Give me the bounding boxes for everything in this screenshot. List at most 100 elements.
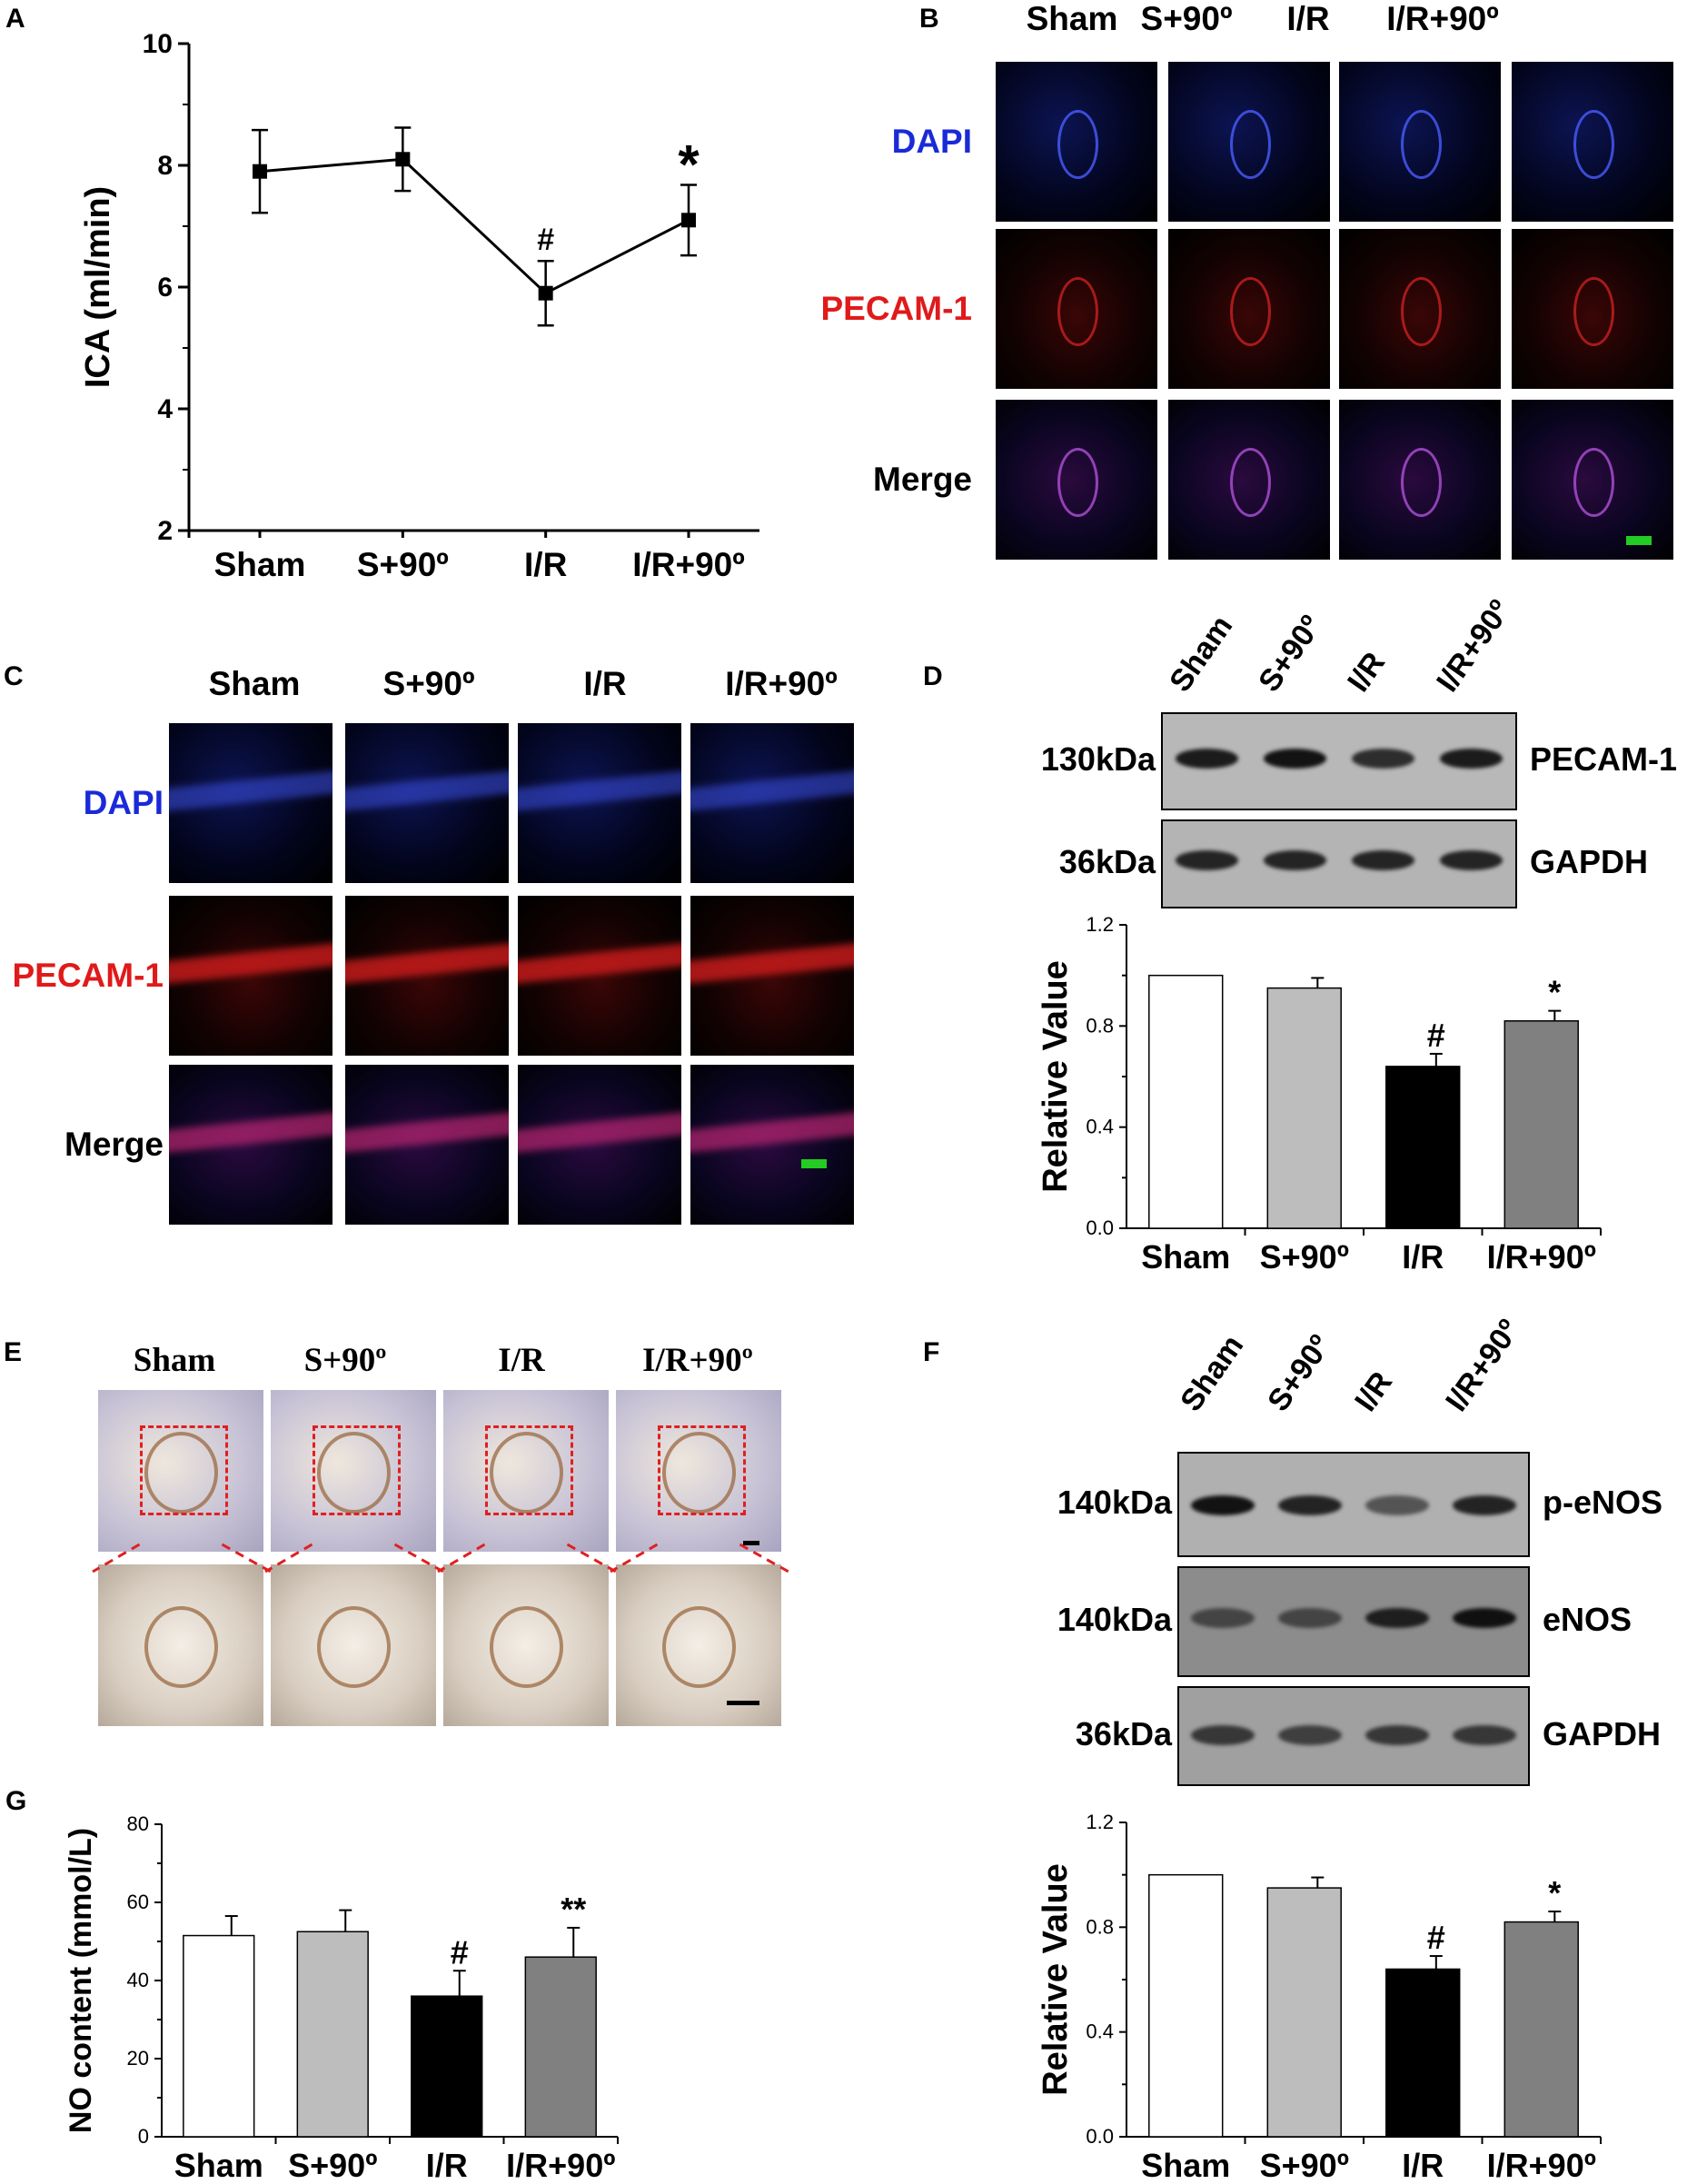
protein-label: eNOS [1543, 1601, 1632, 1638]
zoom-region-box [312, 1425, 401, 1515]
lane-label: I/R [1348, 1365, 1400, 1418]
panel-letter-b: B [919, 4, 939, 34]
data-point [538, 285, 553, 301]
micrograph-image [1339, 62, 1501, 222]
y-axis-label: Relative Value [1037, 960, 1075, 1193]
row-label: Merge [873, 461, 972, 498]
x-tick-label: S+90º [357, 546, 449, 583]
ihc-micrograph [616, 1390, 781, 1552]
x-tick-label: S+90º [1260, 2147, 1349, 2184]
y-tick-label: 8 [157, 151, 173, 181]
zoom-connector [739, 1543, 789, 1573]
micrograph-image [996, 229, 1157, 389]
cell-layer-band [690, 769, 854, 812]
lane-label: Sham [1163, 609, 1240, 699]
protein-band [1263, 748, 1327, 769]
molecular-weight-label: 130kDa [1040, 740, 1156, 778]
y-tick-label: 6 [157, 273, 173, 303]
y-tick-label: 4 [157, 394, 173, 424]
row-label: PECAM-1 [820, 290, 972, 327]
significance-mark: # [451, 1933, 469, 1971]
column-label: I/R+90º [642, 1342, 753, 1379]
data-point [395, 152, 411, 167]
bar [1503, 1921, 1579, 2138]
vessel-outline [489, 1606, 563, 1689]
micrograph-image [518, 723, 681, 883]
cell-layer-band [518, 941, 681, 985]
x-tick-label: I/R+90º [1487, 2147, 1596, 2184]
micrograph-image [1339, 229, 1501, 389]
zoom-connector [264, 1543, 313, 1573]
significance-mark: ** [561, 1891, 586, 1928]
y-axis-label: ICA (ml/min) [79, 186, 117, 388]
ihc-micrograph [443, 1564, 609, 1726]
protein-band [1278, 1608, 1342, 1629]
cell-layer-band [345, 1110, 509, 1154]
vessel-outline [1573, 109, 1614, 180]
cell-layer-band [690, 1110, 854, 1154]
significance-mark: * [678, 134, 700, 194]
vessel-outline [1057, 109, 1098, 180]
no-content-bar-chart: 0 20 40 60 80 Sham S+90º # I/R ** I/R+90º NO conten… [64, 1812, 619, 2184]
micrograph-image [1168, 62, 1330, 222]
micrograph-image [518, 896, 681, 1056]
bar [296, 1931, 369, 2138]
x-tick-label: I/R [1402, 1238, 1444, 1276]
molecular-weight-label: 36kDa [1075, 1715, 1172, 1752]
bar [1385, 1066, 1461, 1229]
cell-layer-band [690, 941, 854, 985]
protein-band [1263, 850, 1327, 871]
panel-letter-a: A [5, 4, 25, 34]
vessel-outline [1057, 447, 1098, 518]
micrograph-image [1339, 400, 1501, 560]
cell-layer-band [169, 941, 332, 985]
micrograph-image [169, 896, 332, 1056]
panel-letter-f: F [923, 1337, 940, 1367]
micrograph-image [345, 723, 509, 883]
protein-band [1439, 850, 1503, 871]
y-axis-label: NO content (mmol/L) [64, 1828, 98, 2133]
protein-band [1365, 1608, 1429, 1629]
significance-mark: # [537, 223, 554, 257]
vessel-outline [144, 1432, 218, 1514]
blot-membrane [1177, 1452, 1530, 1557]
protein-label: PECAM-1 [1530, 740, 1678, 778]
lane-label: Sham [1174, 1328, 1251, 1418]
protein-band [1453, 1495, 1516, 1515]
panel-letter-e: E [4, 1337, 23, 1367]
x-tick-label: I/R [426, 2147, 468, 2184]
y-tick-label: 0.8 [1086, 1014, 1114, 1037]
zoom-connector [221, 1543, 272, 1573]
y-tick-label: 20 [127, 2047, 149, 2070]
column-label: I/R+90º [1386, 0, 1499, 37]
protein-band [1351, 748, 1415, 769]
zoom-connector [610, 1543, 659, 1573]
x-tick-label: I/R [524, 546, 567, 583]
ica-line-chart: 2 4 6 8 10 Sham S+90º # I/R * I/R+90º ICA (ml/min) [79, 29, 759, 583]
column-label: Sham [1026, 0, 1118, 37]
lane-label: S+90º [1261, 1328, 1338, 1418]
x-tick-label: I/R+90º [506, 2147, 615, 2184]
protein-band [1453, 1608, 1516, 1629]
y-tick-label: 0.4 [1086, 1116, 1114, 1138]
series-line [259, 157, 690, 295]
x-tick-label: Sham [1141, 1238, 1230, 1276]
blot-membrane [1177, 1566, 1530, 1677]
lane-label: I/R+90º [1439, 1313, 1527, 1418]
y-tick-label: 10 [143, 29, 173, 59]
scale-bar [743, 1541, 759, 1545]
protein-band [1278, 1495, 1342, 1515]
significance-mark: # [1427, 1017, 1445, 1054]
significance-mark: * [1548, 974, 1561, 1011]
micrograph-image [1168, 400, 1330, 560]
zoom-connector [92, 1543, 141, 1573]
significance-mark: # [1427, 1919, 1445, 1956]
lane-label: I/R+90º [1430, 593, 1518, 699]
micrograph-image [690, 723, 854, 883]
bar [1148, 974, 1224, 1229]
zoom-connector [437, 1543, 486, 1573]
ihc-micrograph [271, 1390, 436, 1552]
vessel-outline [316, 1432, 391, 1514]
data-point [681, 213, 696, 228]
vessel-outline [1400, 109, 1442, 180]
